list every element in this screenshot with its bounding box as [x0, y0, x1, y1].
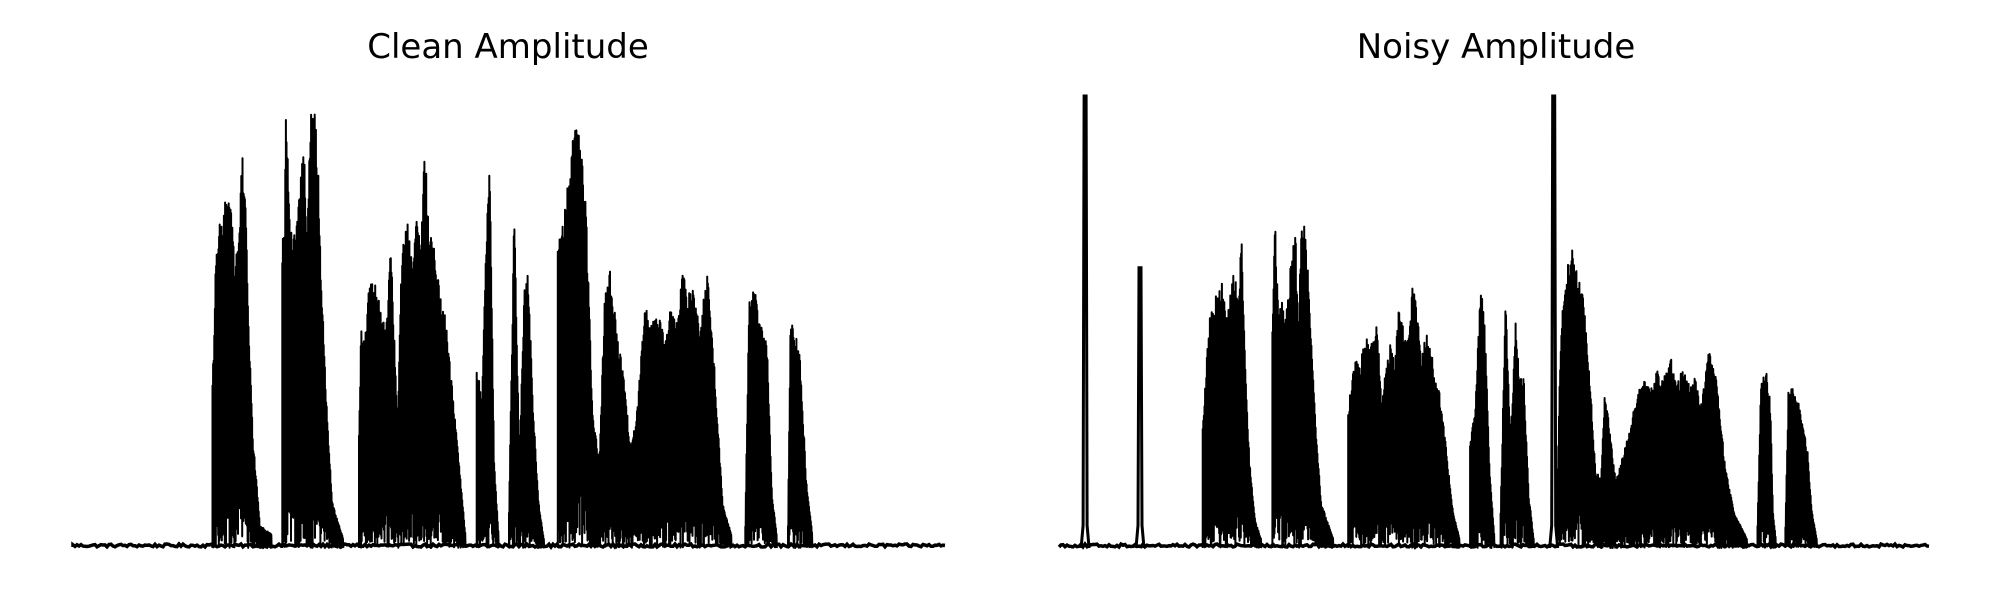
signal-segment-1 [211, 157, 273, 549]
signal-segment-8 [1784, 388, 1818, 549]
clean-amplitude-plot [71, 113, 946, 551]
signal-segment-8 [787, 324, 814, 549]
spike-1 [1079, 94, 1091, 549]
signal-segment-6 [556, 129, 733, 549]
signal-segment-4 [475, 174, 500, 549]
clean-amplitude-title: Clean Amplitude [367, 27, 649, 67]
signal-segment-4 [1469, 294, 1496, 549]
spike-3 [1548, 94, 1560, 549]
signal-segment-2 [1271, 225, 1335, 549]
signal-segment-7 [1756, 372, 1777, 549]
signal-segment-1 [1201, 243, 1263, 549]
spike-2 [1134, 266, 1146, 549]
signal-segment-6 [1556, 249, 1749, 549]
signal-segment-5 [1499, 310, 1535, 549]
clean-amplitude-panel: Clean Amplitude [71, 27, 946, 551]
noisy-amplitude-plot [1057, 94, 1930, 550]
signal-segment-2 [281, 113, 345, 549]
noisy-amplitude-title: Noisy Amplitude [1357, 27, 1636, 67]
signal-segment-5 [508, 228, 546, 549]
signal-segment-3 [358, 160, 467, 549]
noisy-amplitude-panel: Noisy Amplitude [1057, 27, 1930, 550]
signal-segment-3 [1347, 287, 1461, 549]
signal-segment-7 [744, 291, 778, 549]
